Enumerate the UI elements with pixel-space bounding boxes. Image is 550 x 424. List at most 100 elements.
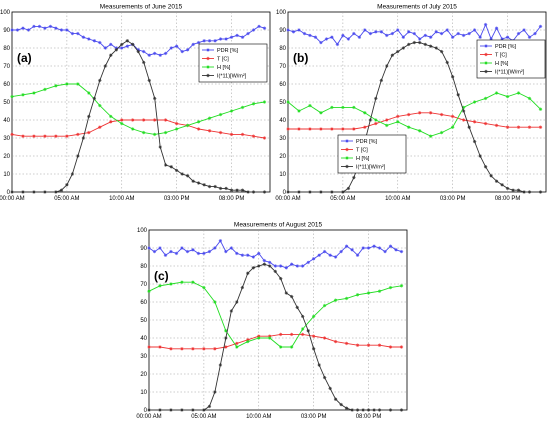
data-point bbox=[450, 125, 455, 129]
data-point bbox=[120, 118, 124, 122]
data-point bbox=[478, 154, 482, 158]
x-tick-label: 05:00 AM bbox=[330, 196, 355, 202]
y-tick-label: 30 bbox=[279, 136, 286, 142]
data-point bbox=[538, 24, 543, 29]
data-point bbox=[251, 28, 256, 32]
data-point bbox=[180, 246, 184, 250]
data-point bbox=[218, 130, 223, 135]
data-point bbox=[429, 134, 433, 138]
data-point bbox=[361, 408, 365, 412]
data-point bbox=[440, 130, 444, 135]
data-point bbox=[290, 345, 294, 349]
data-point bbox=[37, 24, 42, 29]
data-point bbox=[308, 190, 312, 194]
data-point bbox=[527, 35, 532, 39]
data-point bbox=[494, 123, 499, 128]
data-point bbox=[286, 127, 290, 131]
data-point bbox=[302, 31, 307, 36]
data-point bbox=[251, 255, 255, 259]
data-point bbox=[357, 35, 362, 39]
data-point bbox=[505, 94, 510, 99]
data-point bbox=[335, 42, 340, 47]
data-point bbox=[388, 345, 393, 349]
data-point bbox=[164, 130, 168, 135]
data-point bbox=[333, 298, 338, 302]
data-point bbox=[262, 262, 266, 266]
legend-entry: H [%] bbox=[495, 61, 509, 67]
data-point bbox=[440, 49, 444, 54]
data-point bbox=[372, 408, 376, 412]
y-tick-label: 0 bbox=[7, 190, 11, 196]
data-point bbox=[355, 253, 360, 257]
data-point bbox=[527, 125, 532, 129]
data-point bbox=[229, 35, 234, 39]
data-point bbox=[125, 39, 129, 43]
data-point bbox=[374, 30, 378, 34]
data-point bbox=[70, 172, 75, 176]
data-point bbox=[396, 49, 400, 54]
y-tick-label: 60 bbox=[140, 300, 147, 306]
x-tick-label: 03:00 PM bbox=[440, 196, 466, 202]
data-point bbox=[98, 103, 102, 108]
y-tick-label: 50 bbox=[3, 100, 10, 106]
data-point bbox=[330, 190, 334, 194]
data-point bbox=[213, 246, 217, 250]
data-point bbox=[317, 363, 321, 367]
data-point bbox=[363, 125, 367, 129]
data-point bbox=[246, 339, 250, 344]
data-point bbox=[268, 334, 272, 338]
data-point bbox=[390, 31, 394, 36]
data-point bbox=[202, 347, 206, 351]
data-point bbox=[301, 264, 305, 268]
data-point bbox=[301, 327, 305, 331]
legend-marker bbox=[345, 139, 349, 143]
data-point bbox=[456, 31, 460, 36]
data-point bbox=[461, 118, 466, 122]
data-point bbox=[346, 186, 351, 191]
data-point bbox=[213, 39, 217, 43]
data-point bbox=[213, 347, 217, 351]
data-point bbox=[401, 35, 405, 39]
data-point bbox=[407, 125, 411, 129]
data-point bbox=[229, 132, 234, 137]
series-1 bbox=[147, 332, 404, 351]
legend: PDR [%] T [C] H [%] I(*11)[W/m²] bbox=[476, 39, 546, 79]
y-tick-label: 80 bbox=[140, 264, 147, 270]
data-point bbox=[147, 408, 151, 412]
data-point bbox=[103, 46, 108, 50]
data-point bbox=[235, 345, 239, 349]
data-point bbox=[229, 109, 234, 113]
data-point bbox=[423, 42, 427, 47]
data-point bbox=[43, 87, 47, 92]
data-point bbox=[374, 118, 378, 122]
data-point bbox=[372, 244, 376, 248]
data-point bbox=[207, 39, 212, 43]
data-point bbox=[136, 49, 140, 54]
data-point bbox=[218, 112, 223, 117]
data-point bbox=[213, 184, 217, 189]
data-point bbox=[500, 183, 504, 187]
data-point bbox=[164, 51, 168, 56]
x-tick-label: 10:00 AM bbox=[109, 196, 134, 202]
data-point bbox=[262, 136, 267, 140]
data-point bbox=[262, 258, 266, 263]
data-point bbox=[10, 94, 14, 99]
data-point bbox=[109, 120, 113, 124]
data-point bbox=[341, 190, 345, 194]
data-point bbox=[153, 51, 157, 56]
data-point bbox=[290, 262, 294, 266]
data-point bbox=[361, 246, 365, 250]
data-point bbox=[522, 28, 526, 32]
data-point bbox=[98, 78, 102, 83]
data-point bbox=[505, 125, 510, 129]
data-point bbox=[43, 134, 47, 138]
data-point bbox=[483, 165, 488, 169]
data-point bbox=[366, 246, 371, 250]
y-tick-label: 30 bbox=[3, 136, 10, 142]
data-point bbox=[324, 37, 329, 41]
data-point bbox=[494, 91, 499, 95]
data-point bbox=[311, 334, 316, 338]
legend-entry: I(*11)[W/m²] bbox=[356, 165, 386, 171]
data-point bbox=[333, 397, 338, 401]
legend-entry: T [C] bbox=[217, 57, 229, 63]
